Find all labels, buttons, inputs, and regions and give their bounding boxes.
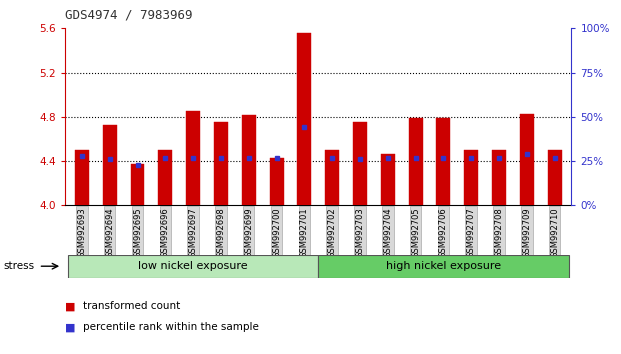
Bar: [353, 122, 367, 205]
Text: low nickel exposure: low nickel exposure: [138, 261, 248, 272]
Bar: [102, 125, 117, 205]
Bar: [520, 114, 534, 205]
Bar: [270, 158, 284, 205]
Text: GSM992708: GSM992708: [494, 208, 504, 258]
Text: GSM992705: GSM992705: [411, 208, 420, 258]
Text: GSM992701: GSM992701: [300, 208, 309, 258]
Bar: [130, 164, 145, 205]
Text: GSM992697: GSM992697: [189, 208, 197, 258]
Bar: [409, 118, 422, 205]
Text: GSM992696: GSM992696: [161, 208, 170, 258]
Bar: [297, 33, 311, 205]
Text: percentile rank within the sample: percentile rank within the sample: [83, 322, 258, 332]
Bar: [242, 115, 256, 205]
Text: GSM992703: GSM992703: [355, 208, 365, 258]
Text: GSM992704: GSM992704: [383, 208, 392, 258]
Text: ■: ■: [65, 301, 76, 311]
Text: transformed count: transformed count: [83, 301, 180, 311]
Text: stress: stress: [3, 261, 34, 271]
Text: GSM992699: GSM992699: [244, 208, 253, 258]
Text: GSM992709: GSM992709: [522, 208, 532, 258]
Bar: [548, 150, 561, 205]
Text: GSM992693: GSM992693: [78, 208, 86, 258]
Bar: [68, 255, 318, 278]
Bar: [186, 111, 200, 205]
Text: GSM992710: GSM992710: [550, 208, 559, 258]
Text: ■: ■: [65, 322, 76, 332]
Bar: [214, 122, 228, 205]
Bar: [492, 150, 506, 205]
Text: GSM992706: GSM992706: [439, 208, 448, 258]
Text: GSM992698: GSM992698: [217, 208, 225, 258]
Bar: [318, 255, 569, 278]
Text: GSM992695: GSM992695: [133, 208, 142, 258]
Bar: [158, 150, 172, 205]
Bar: [465, 150, 478, 205]
Bar: [325, 150, 339, 205]
Text: GSM992694: GSM992694: [105, 208, 114, 258]
Text: GSM992700: GSM992700: [272, 208, 281, 258]
Text: GSM992707: GSM992707: [467, 208, 476, 258]
Text: GDS4974 / 7983969: GDS4974 / 7983969: [65, 9, 193, 22]
Text: GSM992702: GSM992702: [328, 208, 337, 258]
Bar: [381, 154, 395, 205]
Text: high nickel exposure: high nickel exposure: [386, 261, 501, 272]
Bar: [75, 150, 89, 205]
Bar: [437, 118, 450, 205]
